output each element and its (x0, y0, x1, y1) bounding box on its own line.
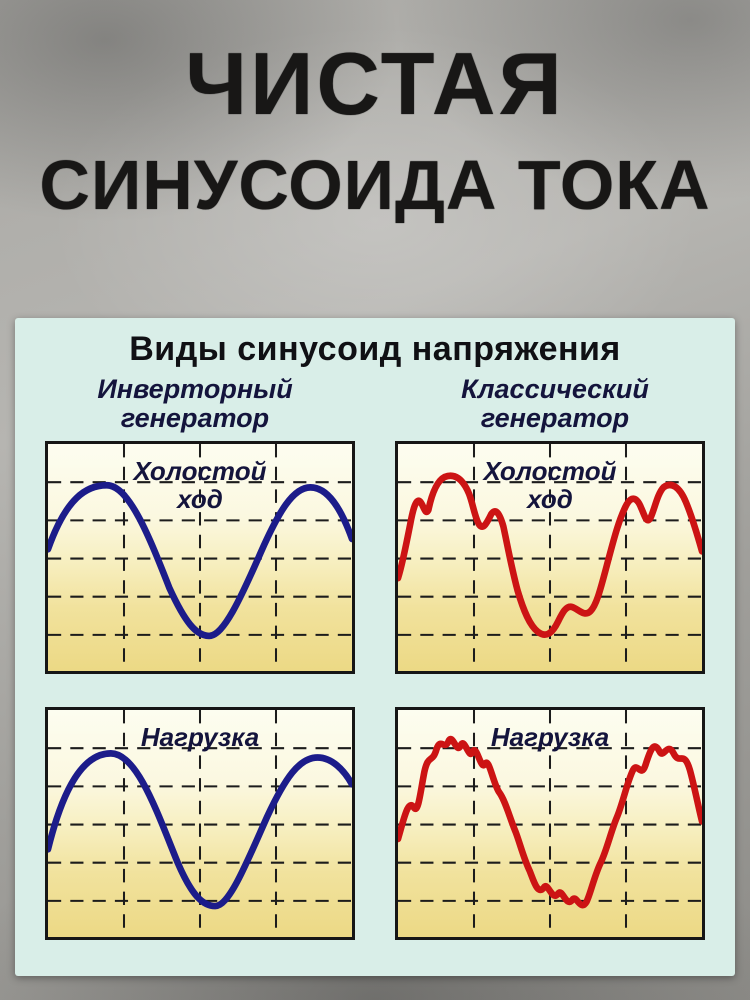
comparison-panel: Виды синусоид напряжения Инверторный ген… (15, 318, 735, 976)
poster-title-line1: ЧИСТАЯ (185, 34, 565, 133)
waveform-plot (48, 710, 352, 938)
panel-title: Виды синусоид напряжения (129, 330, 621, 368)
grid-lines (48, 710, 352, 938)
charts-grid: Холостой ход Холостой ход (15, 433, 735, 941)
chart-classic-idle: Холостой ход (395, 441, 705, 675)
poster-header: ЧИСТАЯ СИНУСОИДА ТОКА (0, 0, 750, 224)
chart-classic-load: Нагрузка (395, 707, 705, 941)
column-header-classic-label: Классический генератор (461, 374, 649, 434)
distorted-waveform-path (398, 472, 702, 639)
sine-waveform-path (48, 750, 352, 910)
chart-inverter-load: Нагрузка (45, 707, 355, 941)
waveform-plot (398, 710, 702, 938)
chart-inverter-idle: Холостой ход (45, 441, 355, 675)
waveform-plot (48, 444, 352, 672)
sine-waveform-path (48, 482, 352, 640)
distorted-waveform-path (398, 736, 702, 909)
column-header-inverter: Инверторный генератор (15, 374, 375, 434)
column-headers: Инверторный генератор Классический генер… (15, 374, 735, 434)
poster-title-line2: СИНУСОИДА ТОКА (39, 146, 711, 224)
waveform-plot (398, 444, 702, 672)
column-header-classic: Классический генератор (375, 374, 735, 434)
column-header-inverter-label: Инверторный генератор (97, 374, 293, 434)
